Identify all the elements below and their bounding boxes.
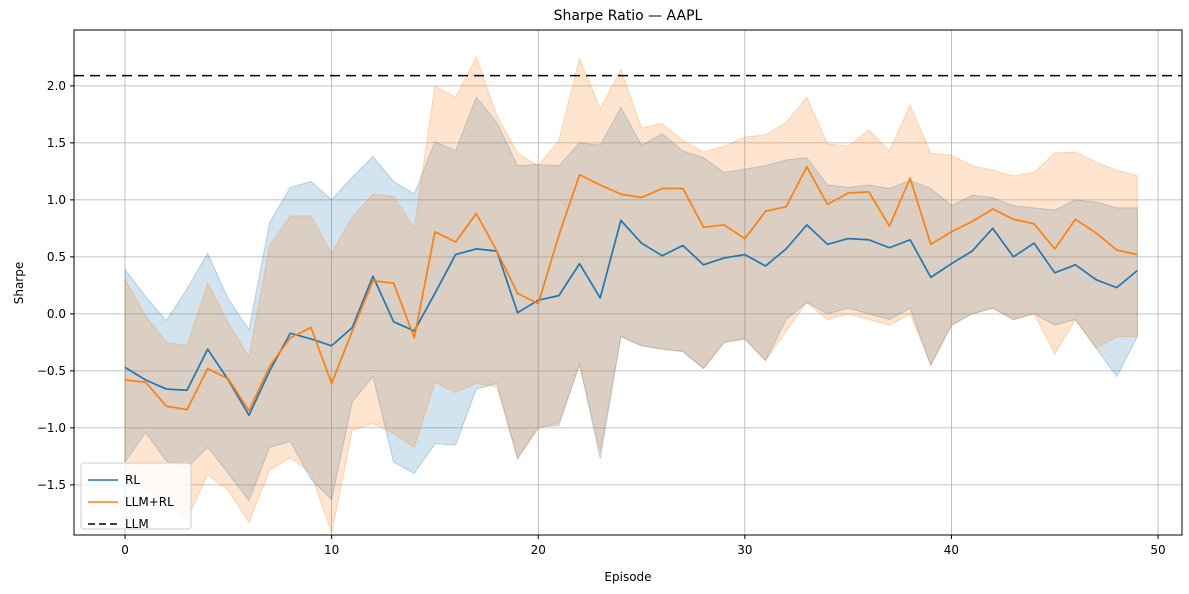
x-tick-label: 10 xyxy=(324,543,339,557)
plot-border xyxy=(73,29,1183,536)
x-tick-label: 0 xyxy=(121,543,129,557)
legend: RL LLM+RL LLM xyxy=(80,462,192,531)
y-tick-label: 0.0 xyxy=(47,307,66,321)
x-axis-label: Episode xyxy=(604,570,651,584)
x-tick-label: 20 xyxy=(531,543,546,557)
y-tick-label: −1.5 xyxy=(37,478,66,492)
y-tick-label: 2.0 xyxy=(47,79,66,93)
tick-labels: 0 10 20 30 40 50 2.0 1.5 1.0 0.5 0.0 −0.5 −1.0 −1.5 xyxy=(37,79,1166,557)
y-tick-label: 1.0 xyxy=(47,193,66,207)
chart-title: Sharpe Ratio — AAPL xyxy=(554,8,703,24)
grid-layer xyxy=(74,30,1182,535)
x-tick-label: 50 xyxy=(1150,543,1165,557)
x-tick-label: 40 xyxy=(944,543,959,557)
y-axis-label: Sharpe xyxy=(12,262,26,305)
series-lines xyxy=(74,74,1182,417)
y-tick-label: 1.5 xyxy=(47,136,66,150)
legend-rl-label: RL xyxy=(125,473,140,487)
confidence-bands xyxy=(124,56,1138,535)
x-tick-label: 30 xyxy=(737,543,752,557)
legend-llm-label: LLM xyxy=(125,517,149,531)
rl-line xyxy=(124,219,1138,417)
llm-rl-band xyxy=(124,56,1138,535)
rl-band xyxy=(124,96,1138,502)
y-tick-label: −0.5 xyxy=(37,364,66,378)
llm-rl-line xyxy=(124,165,1138,412)
axes-spines xyxy=(73,29,1183,536)
legend-llm-rl-label: LLM+RL xyxy=(125,495,174,509)
y-tick-label: −1.0 xyxy=(37,421,66,435)
y-tick-label: 0.5 xyxy=(47,250,66,264)
